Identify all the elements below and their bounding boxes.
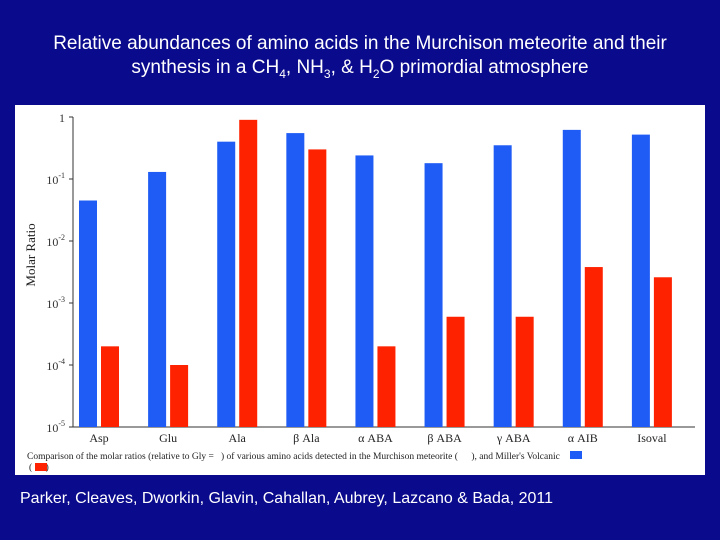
bar-volcanic-6	[515, 316, 534, 427]
x-tick-label: β ABA	[427, 431, 462, 445]
x-tick-label: Isoval	[637, 431, 667, 445]
bar-murchison-7	[562, 129, 581, 428]
bar-volcanic-2	[239, 119, 258, 427]
y-tick-labels: 1 10-1 10-2 10-3 10-4 10-5	[46, 111, 65, 435]
bar-volcanic-1	[170, 365, 189, 427]
bar-murchison-3	[286, 133, 305, 427]
slide-title: Relative abundances of amino acids in th…	[20, 32, 700, 86]
x-tick-label: Ala	[229, 431, 247, 445]
x-tick-label: Asp	[89, 431, 108, 445]
chart-panel: Asp Glu Ala β Ala α ABA β ABA γ ABA α AIB Isoval…	[15, 105, 705, 475]
caption-line-1: Comparison of the molar ratios (relative…	[27, 450, 560, 462]
y-tick-label: 10-4	[46, 357, 65, 373]
y-tick-label: 10-3	[46, 295, 65, 311]
bar-volcanic-7	[584, 267, 603, 427]
chart-bars	[79, 119, 672, 428]
chart-caption: Comparison of the molar ratios (relative…	[27, 450, 582, 473]
bar-volcanic-5	[446, 316, 465, 427]
caption-red-swatch	[35, 463, 47, 471]
caption-blue-swatch	[570, 451, 582, 459]
citation: Parker, Cleaves, Dworkin, Glavin, Cahall…	[20, 490, 554, 507]
x-tick-labels: Asp Glu Ala β Ala α ABA β ABA γ ABA α AIB Isoval	[89, 431, 667, 445]
bar-murchison-5	[424, 163, 443, 427]
bar-volcanic-4	[377, 346, 396, 427]
bar-murchison-1	[148, 171, 167, 427]
title-line-2: synthesis in a CH4, NH3, & H2O primordia…	[131, 57, 589, 81]
y-tick-label: 10-5	[46, 419, 65, 435]
x-tick-label: α ABA	[358, 431, 393, 445]
bar-murchison-8	[631, 134, 650, 427]
bar-murchison-4	[355, 155, 374, 427]
bar-volcanic-8	[653, 277, 672, 427]
y-tick-label: 10-1	[46, 171, 65, 187]
title-line-1: Relative abundances of amino acids in th…	[53, 33, 667, 54]
x-tick-label: β Ala	[293, 431, 320, 445]
amino-acid-bar-chart: Asp Glu Ala β Ala α ABA β ABA γ ABA α AIB Isoval…	[23, 111, 695, 473]
y-tick-label: 1	[59, 111, 65, 125]
x-tick-label: γ ABA	[496, 431, 531, 445]
bar-murchison-2	[217, 141, 236, 427]
y-axis-label: Molar Ratio	[23, 223, 38, 286]
x-tick-label: α AIB	[568, 431, 598, 445]
y-tick-label: 10-2	[46, 233, 65, 249]
x-tick-label: Glu	[159, 431, 177, 445]
bar-volcanic-0	[101, 346, 119, 427]
bar-murchison-6	[493, 145, 512, 428]
bar-murchison-0	[79, 200, 97, 427]
bar-volcanic-3	[308, 149, 327, 427]
